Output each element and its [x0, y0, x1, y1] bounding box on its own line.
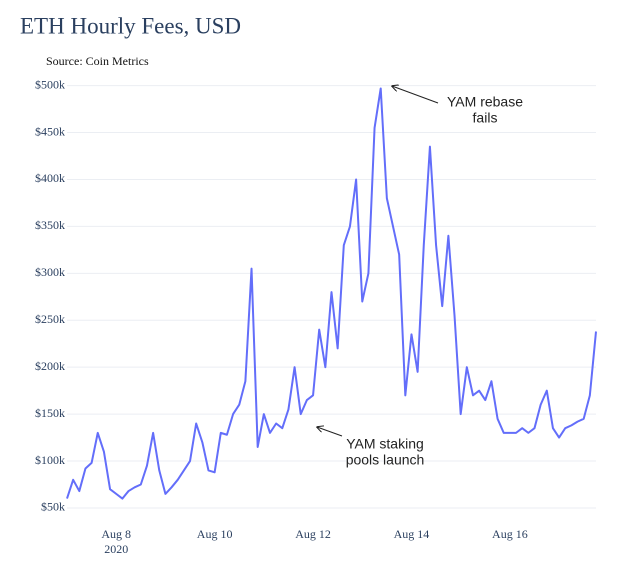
y-tick-label: $450k: [35, 124, 65, 138]
x-tick-label: Aug 14: [394, 527, 430, 541]
y-tick-label: $250k: [35, 312, 65, 326]
x-year-label: 2020: [104, 542, 128, 556]
y-tick-label: $350k: [35, 218, 65, 232]
y-tick-label: $400k: [35, 171, 65, 185]
x-tick-label: Aug 10: [197, 527, 233, 541]
grid: [67, 85, 596, 509]
y-tick-label: $100k: [35, 453, 65, 467]
annotation-arrow: [317, 427, 343, 437]
x-tick-label: Aug 8: [101, 527, 131, 541]
y-tick-label: $300k: [35, 265, 65, 279]
annotation-text: YAM rebase: [447, 94, 523, 110]
y-tick-label: $150k: [35, 406, 65, 420]
chart-subtitle: Source: Coin Metrics: [46, 54, 149, 68]
x-tick-label: Aug 12: [295, 527, 331, 541]
annotation-arrow: [392, 86, 439, 104]
x-tick-label: Aug 16: [492, 527, 528, 541]
annotation-text: YAM staking: [346, 436, 424, 452]
y-tick-label: $200k: [35, 359, 65, 373]
annotation-text: fails: [473, 110, 498, 126]
annotation-text: pools launch: [346, 452, 425, 468]
y-tick-label: $50k: [41, 500, 65, 514]
plot: [66, 87, 597, 500]
series-line: [66, 87, 597, 500]
y-tick-label: $500k: [35, 77, 65, 91]
chart-title: ETH Hourly Fees, USD: [20, 13, 241, 38]
